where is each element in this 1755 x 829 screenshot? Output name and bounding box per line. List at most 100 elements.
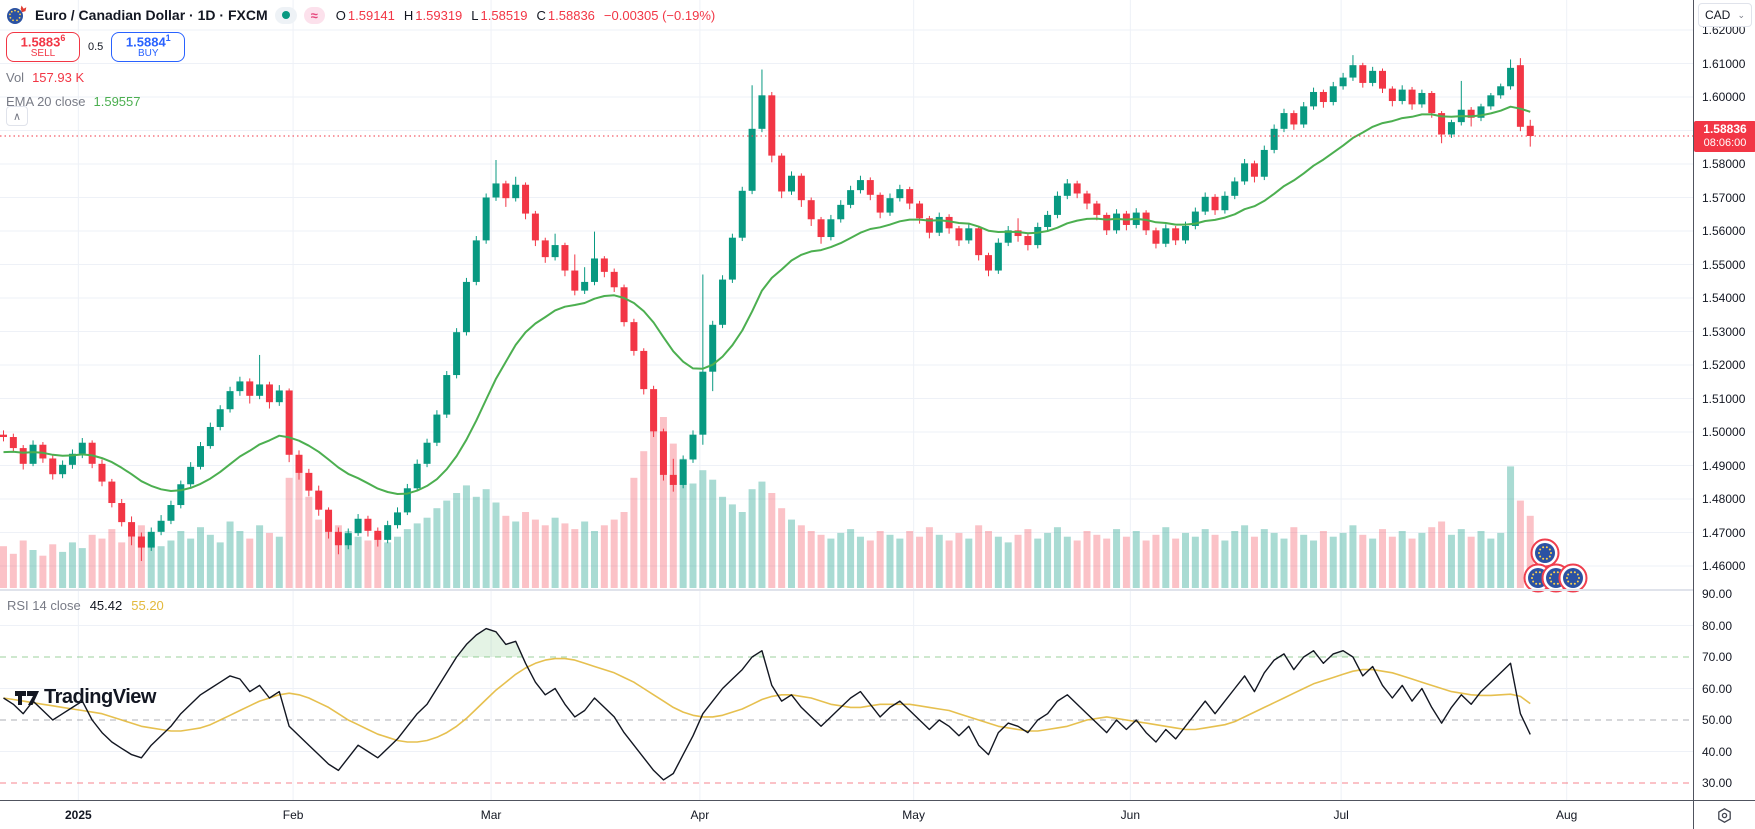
candle[interactable]	[1388, 86, 1396, 107]
candle[interactable]	[807, 197, 815, 226]
candle[interactable]	[413, 459, 421, 491]
candle[interactable]	[906, 186, 914, 210]
candle[interactable]	[394, 507, 401, 529]
candle[interactable]	[994, 238, 1002, 274]
candle[interactable]	[19, 445, 27, 470]
candle[interactable]	[1477, 103, 1485, 122]
candle[interactable]	[591, 231, 598, 286]
candle[interactable]	[1083, 190, 1091, 210]
collapse-legend-button[interactable]: ∧	[6, 106, 28, 126]
candle[interactable]	[797, 173, 805, 207]
candle[interactable]	[1211, 194, 1219, 215]
candle[interactable]	[699, 274, 707, 445]
candle[interactable]	[1241, 158, 1249, 185]
candle[interactable]	[788, 171, 795, 195]
candle[interactable]	[374, 527, 382, 547]
candle[interactable]	[925, 215, 933, 239]
candle[interactable]	[778, 153, 786, 199]
candle[interactable]	[531, 210, 539, 247]
candle[interactable]	[738, 186, 746, 242]
candle[interactable]	[1507, 59, 1515, 90]
candle[interactable]	[620, 284, 628, 327]
candle[interactable]	[29, 440, 37, 467]
candle[interactable]	[659, 428, 667, 481]
candle[interactable]	[541, 237, 549, 263]
candle[interactable]	[1457, 80, 1465, 126]
candle[interactable]	[689, 430, 697, 463]
candle[interactable]	[265, 381, 273, 409]
candle[interactable]	[650, 385, 658, 438]
price-axis[interactable]: CAD⌄ 1.620001.610001.600001.590001.58000…	[1693, 0, 1755, 800]
candle[interactable]	[876, 192, 884, 219]
candle[interactable]	[955, 225, 963, 247]
candle[interactable]	[837, 200, 845, 223]
candle[interactable]	[384, 520, 392, 544]
candle[interactable]	[187, 462, 195, 488]
candle[interactable]	[886, 193, 894, 216]
candle[interactable]	[1359, 62, 1367, 88]
candle[interactable]	[0, 430, 7, 442]
candle[interactable]	[197, 442, 204, 470]
candle[interactable]	[985, 252, 992, 277]
candle[interactable]	[256, 354, 264, 400]
candle[interactable]	[275, 385, 283, 406]
candle[interactable]	[551, 233, 559, 261]
candle[interactable]	[1142, 210, 1150, 236]
candle[interactable]	[1004, 225, 1012, 247]
candle[interactable]	[610, 268, 618, 292]
candle[interactable]	[630, 318, 638, 356]
candle[interactable]	[167, 500, 175, 525]
price-chart-canvas[interactable]	[0, 0, 1693, 800]
candle[interactable]	[1191, 207, 1199, 230]
candle[interactable]	[1516, 58, 1524, 132]
candle[interactable]	[68, 449, 76, 469]
pane-separator[interactable]	[0, 589, 1755, 591]
buy-button[interactable]: 1.58841 BUY	[111, 32, 186, 62]
candle[interactable]	[1053, 191, 1061, 219]
candle[interactable]	[334, 527, 342, 555]
candle[interactable]	[315, 485, 323, 516]
candle[interactable]	[1319, 89, 1327, 108]
candle[interactable]	[935, 212, 943, 237]
candle[interactable]	[728, 233, 736, 283]
candle[interactable]	[1063, 179, 1071, 200]
candle[interactable]	[1280, 108, 1288, 133]
candle[interactable]	[1024, 233, 1032, 251]
candle[interactable]	[856, 175, 864, 194]
candle[interactable]	[157, 515, 165, 536]
sell-button[interactable]: 1.58836 SELL	[6, 32, 80, 62]
candle[interactable]	[59, 460, 67, 479]
candle[interactable]	[492, 159, 500, 201]
candle[interactable]	[600, 256, 608, 278]
candle[interactable]	[1349, 55, 1357, 81]
candle[interactable]	[502, 180, 510, 207]
candle[interactable]	[827, 214, 835, 241]
candle[interactable]	[177, 480, 185, 509]
candle[interactable]	[866, 177, 874, 201]
candle[interactable]	[1172, 225, 1180, 246]
candle[interactable]	[768, 91, 776, 163]
candle[interactable]	[128, 516, 136, 546]
candle[interactable]	[571, 254, 579, 296]
candle[interactable]	[1103, 212, 1111, 236]
candle[interactable]	[295, 450, 303, 480]
candle[interactable]	[817, 216, 825, 244]
candle[interactable]	[669, 458, 677, 492]
candle[interactable]	[226, 386, 234, 413]
candle[interactable]	[896, 184, 904, 202]
economic-event-icon-eu[interactable]	[1530, 538, 1560, 568]
candle[interactable]	[305, 468, 313, 497]
axis-settings-button[interactable]	[1693, 801, 1755, 829]
candle[interactable]	[1113, 209, 1121, 234]
candle[interactable]	[945, 214, 953, 234]
candle[interactable]	[206, 422, 214, 449]
candle[interactable]	[1398, 85, 1406, 105]
candle[interactable]	[1152, 227, 1160, 249]
candle[interactable]	[1447, 119, 1455, 138]
candle[interactable]	[975, 225, 983, 261]
candle[interactable]	[1014, 218, 1022, 242]
candle[interactable]	[108, 478, 116, 508]
candle[interactable]	[847, 185, 855, 209]
market-status-icon[interactable]	[274, 6, 297, 24]
candle[interactable]	[1379, 68, 1386, 93]
